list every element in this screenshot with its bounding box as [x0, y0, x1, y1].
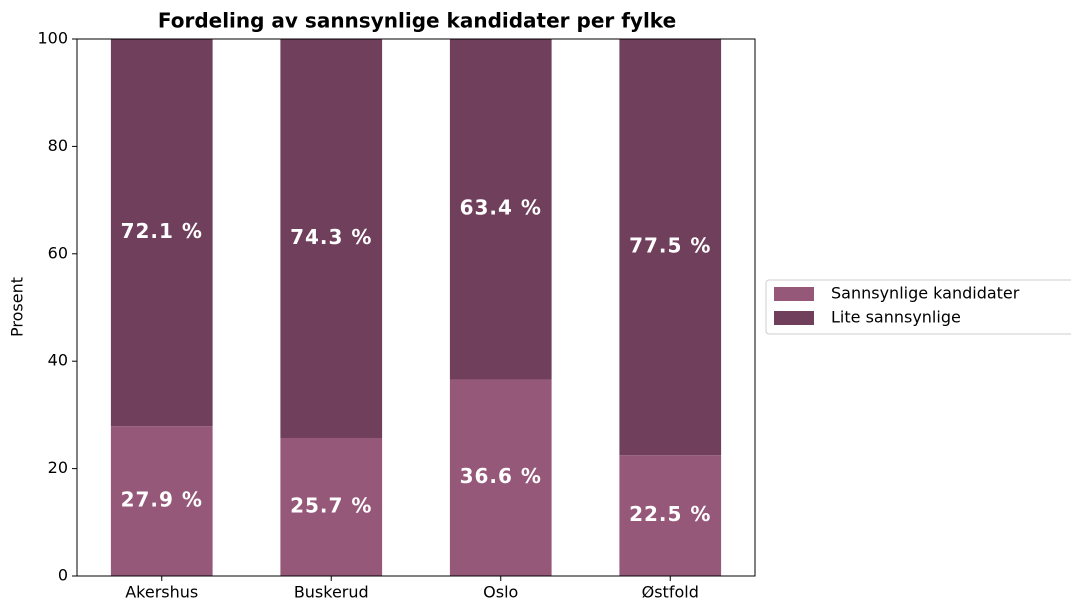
- x-tick-label: Akershus: [125, 583, 198, 601]
- bar-segment: [110, 39, 213, 427]
- value-label: 72.1 %: [121, 219, 203, 243]
- legend-box: [765, 279, 1071, 335]
- chart-title: Fordeling av sannsynlige kandidater per …: [158, 9, 676, 33]
- x-tick-label: Østfold: [642, 583, 699, 601]
- value-label: 74.3 %: [290, 225, 372, 249]
- legend-label: Sannsynlige kandidater: [831, 284, 1020, 303]
- value-label: 22.5 %: [629, 502, 711, 526]
- legend-swatch: [774, 287, 814, 301]
- y-tick-label: 100: [37, 29, 68, 48]
- y-axis-label: Prosent: [8, 277, 27, 337]
- bar-segment: [449, 379, 552, 576]
- bar-segment: [619, 455, 722, 576]
- y-tick-label: 80: [48, 136, 68, 155]
- y-tick-label: 40: [48, 351, 68, 370]
- y-tick-label: 60: [48, 243, 68, 262]
- bar-segment: [449, 39, 552, 380]
- value-label: 77.5 %: [629, 234, 711, 258]
- bar-segment: [280, 39, 383, 438]
- legend-swatch: [774, 311, 814, 325]
- bar-segment: [619, 39, 722, 456]
- x-tick-label: Buskerud: [294, 583, 369, 601]
- value-label: 27.9 %: [121, 488, 203, 512]
- value-label: 25.7 %: [290, 493, 372, 517]
- bar-segment: [110, 426, 213, 576]
- value-label: 63.4 %: [460, 196, 542, 220]
- y-tick-label: 0: [58, 566, 68, 585]
- plot-frame: [76, 38, 756, 577]
- value-label: 36.6 %: [460, 464, 542, 488]
- y-tick-label: 20: [48, 458, 68, 477]
- legend-label: Lite sannsynlige: [831, 308, 961, 327]
- x-tick-label: Oslo: [483, 583, 518, 601]
- bar-segment: [280, 437, 383, 576]
